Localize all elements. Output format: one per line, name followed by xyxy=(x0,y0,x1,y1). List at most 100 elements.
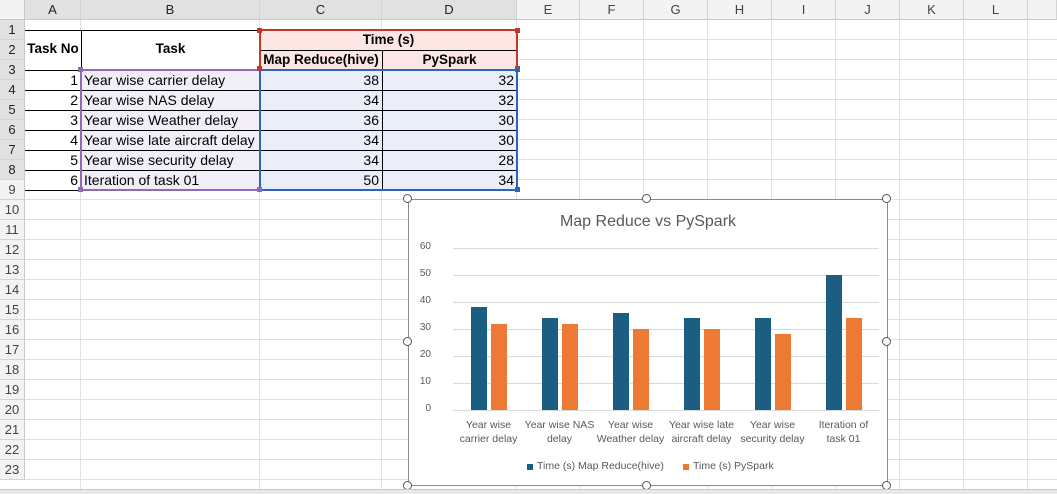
bar-map-reduce[interactable] xyxy=(613,313,629,410)
bar-map-reduce[interactable] xyxy=(684,318,700,410)
row-header-17[interactable]: 17 xyxy=(0,340,25,360)
column-header-h[interactable]: H xyxy=(708,0,772,20)
cell-map-reduce-time[interactable]: 34 xyxy=(260,90,382,110)
header-map-reduce-text: Map Reduce(hive) xyxy=(263,52,379,67)
column-header-d[interactable]: D xyxy=(382,0,517,20)
bar-pyspark[interactable] xyxy=(704,329,720,410)
range-handle[interactable] xyxy=(515,67,520,72)
cell-map-reduce-time[interactable]: 50 xyxy=(260,170,382,190)
bar-map-reduce[interactable] xyxy=(471,307,487,410)
header-map-reduce[interactable]: Map Reduce(hive) xyxy=(260,50,382,70)
cell-task-no[interactable]: 6 xyxy=(25,170,81,190)
header-task[interactable]: Task xyxy=(81,30,260,70)
range-handle[interactable] xyxy=(257,187,262,192)
bar-pyspark[interactable] xyxy=(562,324,578,410)
row-header-16[interactable]: 16 xyxy=(0,320,25,340)
column-header-j[interactable]: J xyxy=(836,0,900,20)
row-header-11[interactable]: 11 xyxy=(0,220,25,240)
plot-area[interactable]: 0 10 20 30 40 50 60 Year wise carrier delay Year … xyxy=(409,200,887,485)
row-header-8[interactable]: 8 xyxy=(0,160,25,180)
cell-pyspark-time[interactable]: 32 xyxy=(382,90,517,110)
bar-pyspark[interactable] xyxy=(491,324,507,410)
chart-resize-handle-ml[interactable] xyxy=(403,337,412,346)
chart-resize-handle-tl[interactable] xyxy=(403,194,412,203)
table-border xyxy=(260,50,517,51)
chart-title[interactable]: Map Reduce vs PySpark xyxy=(559,213,737,230)
row-header-22[interactable]: 22 xyxy=(0,440,25,460)
row-header-7[interactable]: 7 xyxy=(0,140,25,160)
row-header-12[interactable]: 12 xyxy=(0,240,25,260)
cell-map-reduce-time[interactable]: 36 xyxy=(260,110,382,130)
row-header-3[interactable]: 3 xyxy=(0,60,25,80)
row-header-2[interactable]: 2 xyxy=(0,40,25,60)
cell-task-no[interactable]: 1 xyxy=(25,70,81,90)
cell-task-name[interactable]: Year wise Weather delay xyxy=(81,110,260,130)
cell-task-no[interactable]: 2 xyxy=(25,90,81,110)
row-header-18[interactable]: 18 xyxy=(0,360,25,380)
row-header-1[interactable]: 1 xyxy=(0,20,25,40)
gridline-row xyxy=(25,159,1057,160)
column-header-g[interactable]: G xyxy=(644,0,708,20)
cell-pyspark-time[interactable]: 32 xyxy=(382,70,517,90)
range-handle[interactable] xyxy=(515,28,520,33)
header-time[interactable]: Time (s) xyxy=(260,30,517,50)
cell-task-no[interactable]: 4 xyxy=(25,130,81,150)
range-handle[interactable] xyxy=(257,66,262,71)
chart-resize-handle-tm[interactable] xyxy=(642,194,651,203)
row-header-9[interactable]: 9 xyxy=(0,180,25,200)
column-header-l[interactable]: L xyxy=(964,0,1028,20)
bar-map-reduce[interactable] xyxy=(542,318,558,410)
cell-map-reduce-time[interactable]: 34 xyxy=(260,150,382,170)
cell-task-name[interactable]: Iteration of task 01 xyxy=(81,170,260,190)
column-header-k[interactable]: K xyxy=(900,0,964,20)
row-header-15[interactable]: 15 xyxy=(0,300,25,320)
row-header-23[interactable]: 23 xyxy=(0,460,25,480)
column-header-b[interactable]: B xyxy=(81,0,260,20)
row-header-13[interactable]: 13 xyxy=(0,260,25,280)
row-header-10[interactable]: 10 xyxy=(0,200,25,220)
select-all-corner[interactable] xyxy=(0,0,25,20)
column-header-a[interactable]: A xyxy=(25,0,81,20)
chart-legend[interactable]: Time (s) Map Reduce(hive) Time (s) PySpa… xyxy=(527,459,787,475)
range-handle[interactable] xyxy=(257,28,262,33)
cell-pyspark-time[interactable]: 34 xyxy=(382,170,517,190)
chart-object[interactable]: Map Reduce vs PySpark 0 10 20 30 40 50 60 Year … xyxy=(408,199,888,486)
bar-pyspark[interactable] xyxy=(775,334,791,410)
cell-task-name[interactable]: Year wise NAS delay xyxy=(81,90,260,110)
chart-resize-handle-mr[interactable] xyxy=(882,337,891,346)
column-header-e[interactable]: E xyxy=(517,0,580,20)
cell-pyspark-time[interactable]: 28 xyxy=(382,150,517,170)
cell-task-no[interactable]: 5 xyxy=(25,150,81,170)
cell-task-name[interactable]: Year wise late aircraft delay xyxy=(81,130,260,150)
row-header-14[interactable]: 14 xyxy=(0,280,25,300)
bar-pyspark[interactable] xyxy=(633,329,649,410)
cell-pyspark-time[interactable]: 30 xyxy=(382,130,517,150)
cell-map-reduce-time[interactable]: 38 xyxy=(260,70,382,90)
row-header-21[interactable]: 21 xyxy=(0,420,25,440)
x-axis-category-line: Year wise NAS xyxy=(524,419,595,431)
chart-resize-handle-tr[interactable] xyxy=(882,194,891,203)
column-header-i[interactable]: I xyxy=(772,0,836,20)
column-header-f[interactable]: F xyxy=(580,0,644,20)
column-header-m[interactable] xyxy=(1028,0,1057,20)
header-task-no[interactable]: Task No xyxy=(25,30,81,70)
bar-map-reduce[interactable] xyxy=(826,275,842,410)
row-header-6[interactable]: 6 xyxy=(0,120,25,140)
row-header-5[interactable]: 5 xyxy=(0,100,25,120)
bar-map-reduce[interactable] xyxy=(755,318,771,410)
header-pyspark[interactable]: PySpark xyxy=(382,50,517,70)
sheet-tab-bar[interactable] xyxy=(0,489,1057,494)
cell-task-no[interactable]: 3 xyxy=(25,110,81,130)
cell-task-name[interactable]: Year wise security delay xyxy=(81,150,260,170)
column-header-c[interactable]: C xyxy=(260,0,382,20)
range-handle[interactable] xyxy=(515,187,520,192)
range-handle[interactable] xyxy=(78,67,83,72)
row-header-19[interactable]: 19 xyxy=(0,380,25,400)
bar-pyspark[interactable] xyxy=(846,318,862,410)
cell-pyspark-time[interactable]: 30 xyxy=(382,110,517,130)
cell-map-reduce-time[interactable]: 34 xyxy=(260,130,382,150)
cell-task-name[interactable]: Year wise carrier delay xyxy=(81,70,260,90)
row-header-4[interactable]: 4 xyxy=(0,80,25,100)
row-header-20[interactable]: 20 xyxy=(0,400,25,420)
range-handle[interactable] xyxy=(78,187,83,192)
